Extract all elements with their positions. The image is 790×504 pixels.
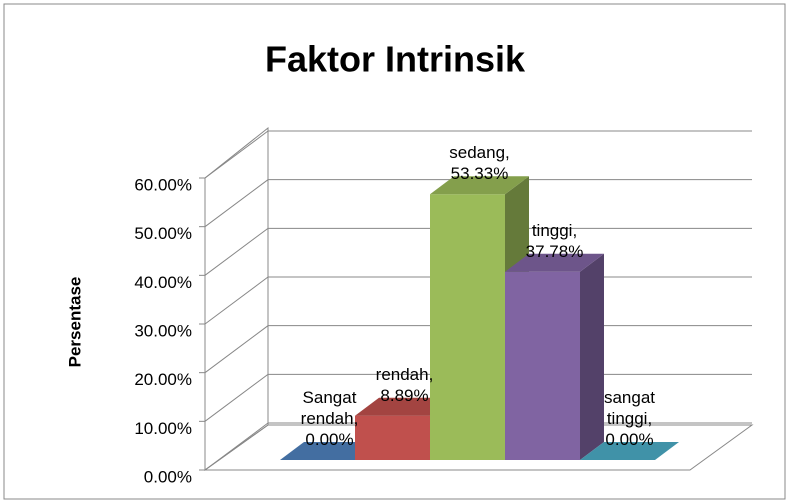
bar-top (580, 442, 679, 460)
bar-top (355, 397, 454, 416)
y-tick-label: 30.00% (134, 321, 192, 340)
bar-top (505, 253, 604, 272)
data-label: tinggi, 37.78% (525, 220, 584, 261)
bar (430, 194, 505, 460)
bar-side (580, 253, 604, 460)
floor (203, 424, 754, 471)
grid-line (204, 130, 752, 179)
y-axis-title: Persentase (65, 277, 84, 368)
data-label: sedang, 53.33% (449, 143, 510, 184)
data-label: Sangat rendah, 0.00% (300, 388, 359, 449)
y-tick-label: 40.00% (134, 273, 192, 292)
data-label: rendah, 8.89% (375, 364, 434, 405)
bar-top (280, 442, 379, 460)
grid-line (204, 227, 752, 276)
bar-top (430, 176, 529, 195)
y-tick-label: 0.00% (144, 467, 192, 486)
y-tick-label: 20.00% (134, 370, 192, 389)
grid-line (204, 179, 752, 228)
bar (505, 271, 580, 460)
chart-title: Faktor Intrinsik (265, 39, 526, 80)
data-label: sangat tinggi, 0.00% (603, 388, 656, 449)
y-tick-label: 10.00% (134, 419, 192, 438)
y-tick-label: 50.00% (134, 224, 192, 243)
y-tick-label: 60.00% (134, 175, 192, 194)
bar (355, 415, 430, 460)
